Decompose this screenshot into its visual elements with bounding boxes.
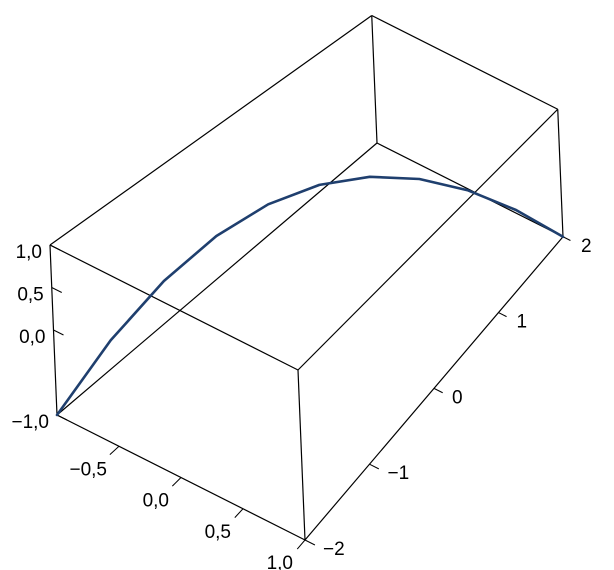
z-tick-label: 0,5 — [17, 285, 43, 306]
box-edge — [371, 14, 559, 110]
x-tick-label: 0,5 — [205, 522, 231, 543]
x-tick-label: 1,0 — [267, 553, 293, 570]
x-tick-label: −0,5 — [69, 459, 107, 480]
z-tick-label: 0,0 — [19, 327, 45, 348]
y-tick-label: 0 — [452, 387, 463, 408]
z-tick — [51, 287, 62, 293]
curve — [55, 175, 565, 417]
box-edge — [297, 108, 559, 371]
x-tick — [109, 445, 120, 456]
y-tick-label: 2 — [581, 236, 592, 257]
y-tick — [304, 539, 316, 546]
y-tick — [433, 387, 443, 394]
y-tick — [562, 236, 571, 241]
z-tick — [53, 329, 64, 336]
y-tick-label: −1 — [388, 463, 410, 484]
z-tick — [49, 244, 61, 251]
box-edge — [49, 244, 299, 371]
box-edge — [56, 142, 378, 416]
y-tick — [369, 463, 380, 470]
y-tick-label: −2 — [323, 539, 345, 560]
z-tick-label: 1,0 — [16, 242, 42, 263]
z-tick-label: −1,0 — [11, 412, 49, 433]
box-edge — [371, 15, 378, 144]
y-tick — [498, 312, 507, 318]
x-tick — [234, 508, 244, 518]
z-tick — [56, 414, 68, 421]
y-tick-label: 1 — [517, 312, 528, 333]
x-tick — [171, 477, 182, 487]
x-tick — [296, 539, 306, 550]
box-edge — [49, 15, 373, 246]
box-edge — [297, 369, 306, 541]
box-edge — [557, 109, 564, 237]
x-tick-label: 0,0 — [143, 491, 169, 512]
